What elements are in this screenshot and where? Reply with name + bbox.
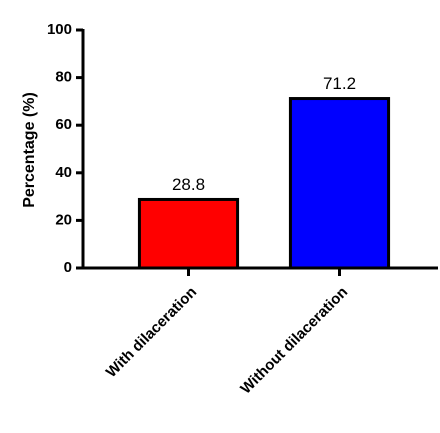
y-tick-label: 20 — [55, 211, 72, 228]
y-tick-label: 80 — [55, 69, 72, 86]
y-tick-label: 100 — [47, 21, 72, 38]
y-tick-label: 60 — [55, 116, 72, 133]
value-label: 71.2 — [323, 74, 356, 93]
value-label: 28.8 — [172, 175, 205, 194]
y-tick-label: 0 — [64, 259, 72, 276]
bar — [288, 97, 391, 270]
y-tick-label: 40 — [55, 164, 72, 181]
y-axis-label: Percentage (%) — [21, 92, 38, 208]
x-tick-label: Without dilaceration — [237, 284, 351, 398]
bar — [137, 197, 240, 270]
x-tick-label: With dilaceration — [103, 284, 200, 381]
